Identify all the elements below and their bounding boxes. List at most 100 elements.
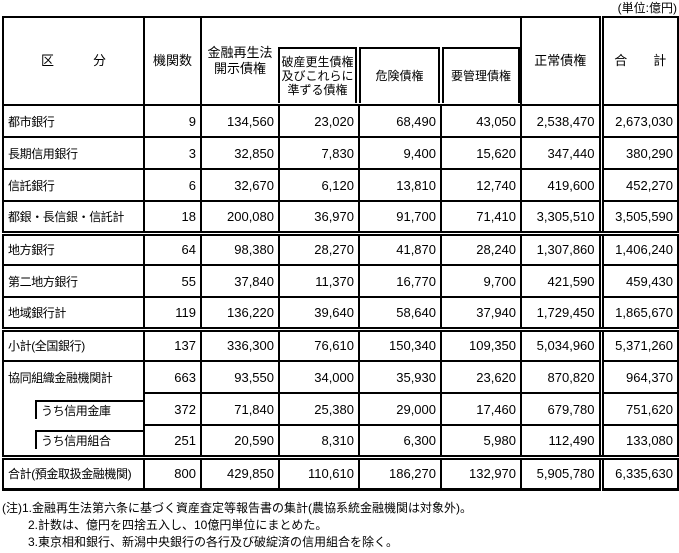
institution-count: 372 (143, 392, 202, 426)
row-label: 第二地方銀行 (2, 264, 145, 298)
doubtful-claims: 91,700 (358, 200, 442, 236)
disclosed-claims: 98,380 (200, 232, 280, 266)
special-attention-claims: 43,050 (439, 104, 523, 138)
special-attention-claims: 17,460 (439, 392, 523, 426)
row-second-regional-banks: 第二地方銀行 55 37,840 11,370 16,770 9,700 421… (2, 264, 679, 298)
special-attention-claims: 37,940 (439, 296, 523, 332)
bankruptcy-claims: 11,370 (278, 264, 360, 298)
row-label: 地方銀行 (2, 232, 145, 266)
row-trust-banks: 信託銀行 6 32,670 6,120 13,810 12,740 419,60… (2, 168, 679, 202)
special-attention-claims: 28,240 (439, 232, 523, 266)
disclosed-claims: 134,560 (200, 104, 280, 138)
row-label: 都市銀行 (2, 104, 145, 138)
col-header-total: 合 計 (598, 16, 679, 106)
bankruptcy-claims: 7,830 (278, 136, 360, 170)
disclosed-claims: 429,850 (200, 456, 280, 490)
doubtful-claims: 35,930 (358, 360, 442, 394)
normal-claims: 347,440 (520, 136, 603, 170)
unit-label: (単位:億円) (617, 1, 677, 15)
institution-count: 119 (143, 296, 202, 332)
normal-claims-header-label: 正常債権 (534, 53, 587, 68)
row-label: うち信用組合 (2, 425, 145, 460)
row-cooperative-institutions-total: 協同組織金融機関計 663 93,550 34,000 35,930 23,62… (2, 360, 679, 394)
indented-row-label: うち信用金庫 (35, 399, 142, 419)
doubtful-claims: 9,400 (358, 136, 442, 170)
col-header-category: 区 分 (2, 16, 145, 106)
disclosed-claims: 93,550 (200, 360, 280, 394)
header-row: 区 分 機関数 金融再生法 開示債権 破産更生債権 及びこれらに 準ずる債権 危… (2, 16, 679, 106)
doubtful-claims: 186,270 (358, 456, 442, 490)
total-claims: 380,290 (598, 136, 679, 170)
institution-count: 663 (143, 360, 202, 394)
total-claims: 1,406,240 (598, 232, 679, 266)
row-shinkin-banks: うち信用金庫 372 71,840 25,380 29,000 17,460 6… (2, 392, 679, 426)
disclosed-claims-group: 金融再生法 開示債権 破産更生債権 及びこれらに 準ずる債権 危険債権 要管理債… (203, 19, 520, 103)
doubtful-claims: 68,490 (358, 104, 442, 138)
disclosed-claims: 32,670 (200, 168, 280, 202)
special-attention-claims: 5,980 (439, 424, 523, 460)
row-label: 地域銀行計 (2, 296, 145, 332)
row-regional-banks-subtotal: 地域銀行計 119 136,220 39,640 58,640 37,940 1… (2, 296, 679, 332)
row-label: 信託銀行 (2, 168, 145, 202)
disclosed-claims: 336,300 (200, 328, 280, 362)
normal-claims: 870,820 (520, 360, 603, 394)
institution-count: 137 (143, 328, 202, 362)
special-attention-claims: 71,410 (439, 200, 523, 236)
row-credit-cooperatives: うち信用組合 251 20,590 8,310 6,300 5,980 112,… (2, 424, 679, 460)
normal-claims: 419,600 (520, 168, 603, 202)
institution-count: 3 (143, 136, 202, 170)
doubtful-claims: 29,000 (358, 392, 442, 426)
indented-row-label: うち信用組合 (35, 430, 142, 450)
bankruptcy-claims: 28,270 (278, 232, 360, 266)
row-regional-banks: 地方銀行 64 98,380 28,270 41,870 28,240 1,30… (2, 232, 679, 266)
institution-count: 9 (143, 104, 202, 138)
category-header-label: 区 分 (40, 53, 106, 68)
row-label: 小計(全国銀行) (2, 328, 145, 362)
total-claims: 133,080 (598, 424, 679, 460)
normal-claims: 5,905,780 (520, 456, 603, 490)
normal-claims: 3,305,510 (520, 200, 603, 236)
disclosed-claims: 32,850 (200, 136, 280, 170)
row-long-term-credit-banks: 長期信用銀行 3 32,850 7,830 9,400 15,620 347,4… (2, 136, 679, 170)
normal-claims: 1,729,450 (520, 296, 603, 332)
disclosed-claims: 136,220 (200, 296, 280, 332)
normal-claims: 679,780 (520, 392, 603, 426)
footnote-3: 3.東京相和銀行、新潟中央銀行の各行及び破綻済の信用組合を除く。 (28, 534, 399, 549)
row-label: 合計(預金取扱金融機関) (2, 456, 145, 490)
special-attention-claims: 12,740 (439, 168, 523, 202)
institution-count: 18 (143, 200, 202, 236)
doubtful-claims: 16,770 (358, 264, 442, 298)
total-claims: 459,430 (598, 264, 679, 298)
normal-claims: 112,490 (520, 424, 603, 460)
footnote-1: (注)1.金融再生法第六条に基づく資産査定等報告書の集計(農協系統金融機関は対象… (2, 500, 472, 515)
row-major-banks-subtotal: 都銀・長信銀・信託計 18 200,080 36,970 91,700 71,4… (2, 200, 679, 236)
doubtful-claims: 6,300 (358, 424, 442, 460)
bankruptcy-claims: 39,640 (278, 296, 360, 332)
total-claims: 2,673,030 (598, 104, 679, 138)
doubtful-claims: 150,340 (358, 328, 442, 362)
disclosed-claims: 37,840 (200, 264, 280, 298)
row-grand-total: 合計(預金取扱金融機関) 800 429,850 110,610 186,270… (2, 456, 679, 490)
total-claims: 452,270 (598, 168, 679, 202)
special-attention-claims: 9,700 (439, 264, 523, 298)
bankruptcy-claims: 76,610 (278, 328, 360, 362)
footnote-2: 2.計数は、億円を四捨五入し、10億円単位にまとめた。 (28, 517, 328, 532)
row-label: 都銀・長信銀・信託計 (2, 200, 145, 236)
normal-claims: 2,538,470 (520, 104, 603, 138)
bankruptcy-claims: 110,610 (278, 456, 360, 490)
special-attention-claims: 23,620 (439, 360, 523, 394)
row-label: 長期信用銀行 (2, 136, 145, 170)
bankruptcy-claims: 25,380 (278, 392, 360, 426)
disclosed-claims: 20,590 (200, 424, 280, 460)
doubtful-claims: 41,870 (358, 232, 442, 266)
institution-count: 55 (143, 264, 202, 298)
normal-claims: 5,034,960 (520, 328, 603, 362)
row-national-banks-subtotal: 小計(全国銀行) 137 336,300 76,610 150,340 109,… (2, 328, 679, 362)
col-header-normal-claims: 正常債権 (520, 16, 603, 106)
total-claims: 6,335,630 (598, 456, 679, 490)
bankruptcy-claims: 6,120 (278, 168, 360, 202)
total-claims: 964,370 (598, 360, 679, 394)
doubtful-claims: 58,640 (358, 296, 442, 332)
special-attention-claims: 109,350 (439, 328, 523, 362)
